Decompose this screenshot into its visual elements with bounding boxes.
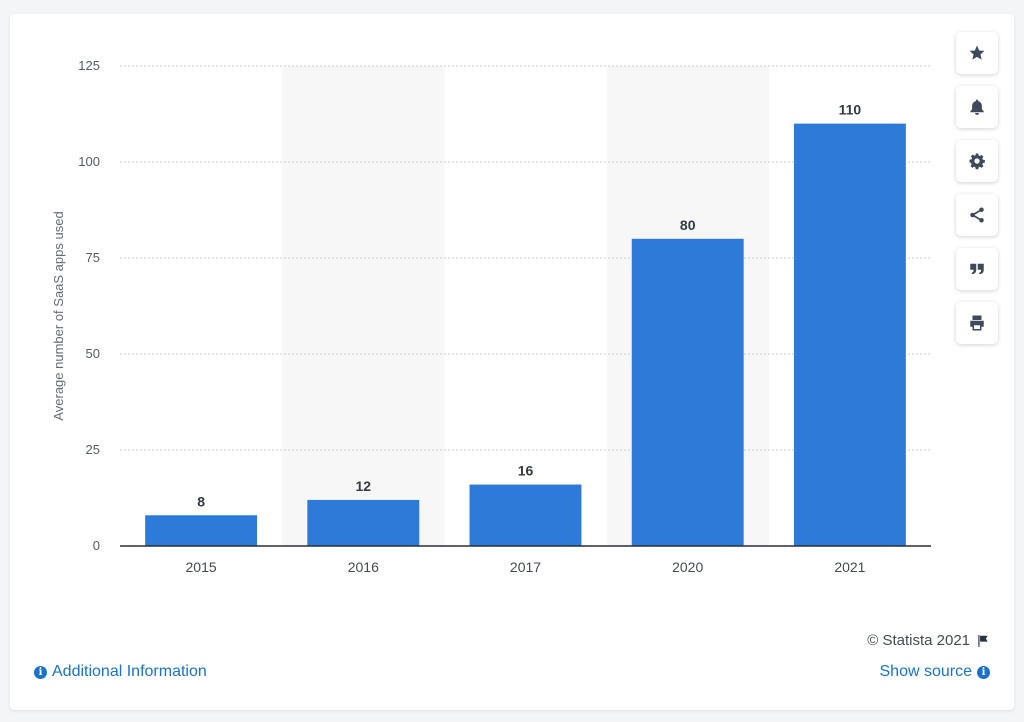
additional-information-label: Additional Information [52,663,207,680]
share-icon [970,207,984,223]
data-label: 80 [680,217,696,233]
favorite-button[interactable] [956,32,998,74]
data-label: 16 [518,463,534,479]
y-tick-label: 50 [86,346,100,361]
y-tick-label: 100 [78,154,100,169]
y-tick-label: 75 [86,250,100,265]
data-label: 110 [839,102,862,118]
print-icon [970,315,984,331]
data-label: 12 [356,478,372,494]
bar [145,515,258,546]
x-tick-label: 2021 [834,559,865,575]
bell-icon [970,99,984,115]
bar-chart: 0 25 50 75 100 125 Average number of SaaS apps… [51,58,931,575]
x-tick-label: 2015 [186,559,217,575]
star-icon [969,45,985,60]
settings-button[interactable] [956,140,998,182]
bar [469,484,582,546]
info-icon: i [34,665,47,679]
y-tick-label: 25 [86,442,100,457]
x-tick-label: 2016 [348,559,379,575]
x-tick-label: 2017 [510,559,541,575]
bar [631,238,744,547]
share-button[interactable] [956,194,998,236]
category-band [282,66,445,546]
additional-information-link[interactable]: i Additional Information [34,663,207,681]
copyright-notice[interactable]: © Statista 2021 [867,632,990,649]
show-source-link[interactable]: Show source i [879,663,990,681]
chart-card: 0 25 50 75 100 125 Average number of SaaS apps… [10,14,1014,710]
y-axis-label: Average number of SaaS apps used [51,211,66,420]
gear-icon [969,153,985,170]
copyright-text: © Statista 2021 [867,632,970,649]
cite-button[interactable] [956,248,998,290]
y-tick-label: 0 [93,538,100,553]
quote-icon [970,263,984,275]
show-source-label: Show source [879,663,973,680]
flag-icon [978,634,988,647]
info-icon: i [977,665,990,679]
data-label: 8 [197,493,205,509]
x-tick-label: 2020 [672,559,703,575]
bar [793,123,906,546]
bar [307,499,420,546]
notification-button[interactable] [956,86,998,128]
print-button[interactable] [956,302,998,344]
y-tick-label: 125 [78,58,100,73]
